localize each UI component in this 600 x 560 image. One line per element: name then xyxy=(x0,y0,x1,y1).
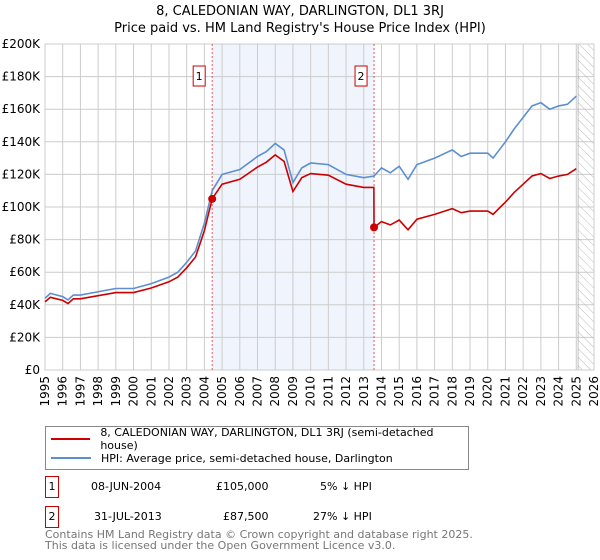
x-tick-label: 2011 xyxy=(321,376,335,407)
y-tick-label: £140K xyxy=(2,135,42,149)
x-tick-label: 2012 xyxy=(339,376,353,407)
y-tick-label: £0 xyxy=(25,363,40,377)
sale-price: £87,500 xyxy=(223,510,269,523)
series-line-property xyxy=(44,153,577,305)
y-tick-label: £120K xyxy=(2,167,42,181)
y-tick-label: £80K xyxy=(9,233,41,247)
y-tick-label: £20K xyxy=(9,330,41,344)
x-tick-label: 1995 xyxy=(38,376,52,407)
sale-point xyxy=(208,194,217,203)
sale-row-2: 2 31-JUL-2013 £87,500 27% ↓ HPI xyxy=(45,506,445,528)
x-tick-label: 2024 xyxy=(552,376,566,407)
x-tick-label: 2022 xyxy=(516,376,530,407)
x-tick-label: 2006 xyxy=(233,376,247,407)
y-tick-label: £160K xyxy=(2,102,42,116)
x-tick-label: 2001 xyxy=(144,376,158,407)
sale-price: £105,000 xyxy=(216,480,269,493)
legend-item-hpi: HPI: Average price, semi-detached house,… xyxy=(46,449,393,467)
x-tick-label: 1998 xyxy=(91,376,105,407)
sale-date: 31-JUL-2013 xyxy=(94,510,162,523)
x-tick-label: 2009 xyxy=(286,376,300,407)
plot-area: 1995 1996 1997 1998 1999 2000 2001 2002 2003 2004… xyxy=(2,37,600,407)
sale-marker-label: 2 xyxy=(358,70,365,83)
x-tick-label: 2005 xyxy=(215,376,229,407)
legend: 8, CALEDONIAN WAY, DARLINGTON, DL1 3RJ (… xyxy=(45,426,469,470)
x-tick-label: 2014 xyxy=(374,376,388,407)
x-tick-label: 2007 xyxy=(251,376,265,407)
sale-date: 08-JUN-2004 xyxy=(91,480,162,493)
x-tick-label: 2021 xyxy=(498,376,512,407)
legend-label: HPI: Average price, semi-detached house,… xyxy=(101,451,393,465)
x-tick-label: 2023 xyxy=(534,376,548,407)
x-tick-label: 2010 xyxy=(304,376,318,407)
sale-marker-box xyxy=(354,65,368,87)
x-tick-label: 2018 xyxy=(445,376,459,407)
legend-swatch-red xyxy=(51,438,91,440)
x-tick-label: 1999 xyxy=(109,376,123,407)
y-tick-label: £100K xyxy=(2,200,42,214)
x-tick-label: 2003 xyxy=(180,376,194,407)
x-tick-label: 2019 xyxy=(463,376,477,407)
legend-swatch-blue xyxy=(51,457,91,459)
y-tick-label: £40K xyxy=(9,298,41,312)
x-tick-label: 2000 xyxy=(127,376,141,407)
y-tick-label: £200K xyxy=(2,37,42,51)
x-tick-label: 2026 xyxy=(587,376,600,407)
footer-line-1: Contains HM Land Registry data © Crown c… xyxy=(45,528,473,541)
x-tick-label: 2025 xyxy=(569,376,583,407)
chart-subtitle: Price paid vs. HM Land Registry's House … xyxy=(114,21,486,36)
sale-hpi-diff: 5% ↓ HPI xyxy=(320,480,372,493)
sale-hpi-diff: 27% ↓ HPI xyxy=(313,510,372,523)
sale-marker-box xyxy=(192,65,206,87)
sale-marker-label: 1 xyxy=(196,70,203,83)
x-tick-label: 2008 xyxy=(268,376,282,407)
x-tick-label: 1997 xyxy=(73,376,87,407)
sale-row-1: 1 08-JUN-2004 £105,000 5% ↓ HPI xyxy=(45,476,445,498)
x-tick-label: 2020 xyxy=(481,376,495,407)
legend-item-property: 8, CALEDONIAN WAY, DARLINGTON, DL1 3RJ (… xyxy=(46,426,468,452)
chart-title: 8, CALEDONIAN WAY, DARLINGTON, DL1 3RJ xyxy=(156,4,444,19)
x-tick-label: 2004 xyxy=(197,376,211,407)
plot-border xyxy=(44,43,595,371)
y-tick-label: £60K xyxy=(9,265,41,279)
sale-badge: 1 xyxy=(45,476,59,498)
sale-badge: 2 xyxy=(45,506,59,528)
y-tick-label: £180K xyxy=(2,70,42,84)
x-tick-label: 2015 xyxy=(392,376,406,407)
x-tick-label: 2002 xyxy=(162,376,176,407)
x-tick-label: 2016 xyxy=(410,376,424,407)
footer-line-2: This data is licensed under the Open Gov… xyxy=(45,539,396,552)
legend-label: 8, CALEDONIAN WAY, DARLINGTON, DL1 3RJ (… xyxy=(100,426,434,452)
x-tick-label: 2017 xyxy=(428,376,442,407)
x-tick-label: 2013 xyxy=(357,376,371,407)
sale-point xyxy=(370,223,379,232)
forecast-hatch xyxy=(577,43,595,371)
series-line-hpi xyxy=(44,95,577,301)
x-tick-label: 1996 xyxy=(56,376,70,407)
